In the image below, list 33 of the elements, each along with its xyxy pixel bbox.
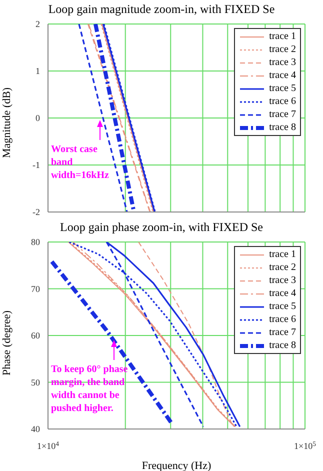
y-tick-label: 70 — [31, 284, 40, 294]
x-axis-title: Frequency (Hz) — [142, 460, 212, 471]
chart-title: Loop gain phase zoom-in, with FIXED Se — [59, 219, 264, 236]
y-axis-title: Magnitude (dB) — [0, 87, 13, 158]
legend-label: trace 8 — [269, 122, 296, 133]
legend-label: trace 4 — [269, 70, 296, 81]
legend-label: trace 3 — [269, 275, 296, 286]
x-tick-label: 1×10$^{5}$ — [294, 440, 317, 451]
legend-label: trace 6 — [269, 314, 296, 325]
y-tick-label: 40 — [31, 424, 40, 434]
y-axis-title: Phase (degree) — [0, 310, 13, 376]
x-tick-label: 1×10$^{4}$ — [37, 440, 60, 451]
y-tick-label: 50 — [31, 377, 40, 388]
legend-label: trace 1 — [269, 249, 296, 260]
legend-label: trace 2 — [269, 262, 296, 273]
y-tick-label: 1 — [36, 66, 40, 76]
legend-label: trace 7 — [269, 109, 296, 120]
y-tick-label: 0 — [36, 113, 40, 124]
legend-label: trace 6 — [269, 96, 296, 107]
y-tick-label: -1 — [32, 160, 40, 170]
legend-label: trace 8 — [269, 340, 296, 351]
legend-label: trace 7 — [269, 327, 296, 338]
legend-label: trace 4 — [269, 288, 296, 299]
y-tick-label: -2 — [32, 207, 40, 218]
y-tick-label: 80 — [31, 237, 40, 248]
legend-label: trace 2 — [269, 44, 296, 55]
legend-label: trace 5 — [269, 83, 296, 94]
y-tick-label: 2 — [36, 19, 40, 30]
legend-label: trace 3 — [269, 57, 296, 68]
chart-title: Loop gain magnitude zoom-in, with FIXED Se — [47, 1, 276, 18]
y-tick-label: 60 — [31, 330, 40, 341]
legend-label: trace 5 — [269, 301, 296, 312]
legend-label: trace 1 — [269, 31, 296, 42]
